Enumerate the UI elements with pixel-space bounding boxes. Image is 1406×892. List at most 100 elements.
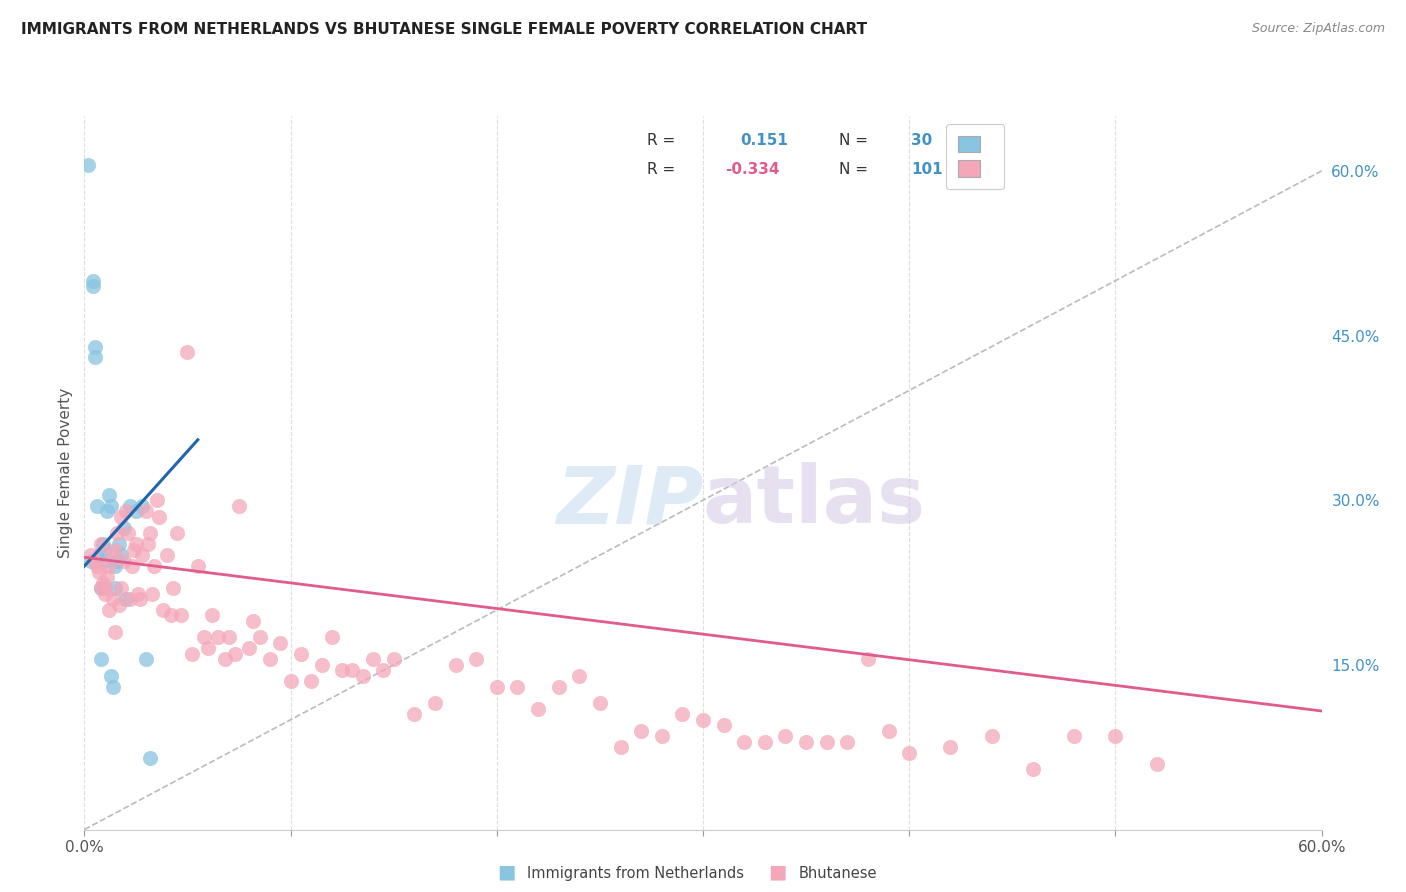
Point [90, 537, 112, 551]
Point [79, 553, 101, 567]
Point [671, 707, 693, 722]
Point [404, 707, 426, 722]
Point [143, 559, 166, 574]
Point [207, 631, 229, 645]
Point [939, 740, 962, 755]
Point [105, 553, 128, 567]
Point [82, 279, 104, 293]
Point [1022, 762, 1045, 776]
Point [117, 526, 139, 541]
Point [754, 735, 776, 749]
Point [122, 542, 145, 557]
Point [856, 652, 879, 666]
Text: R =: R = [647, 134, 675, 148]
Point [136, 537, 159, 551]
Point [110, 581, 132, 595]
Point [152, 603, 174, 617]
Point [1063, 729, 1085, 743]
Point [162, 581, 184, 595]
Point [94, 581, 117, 595]
Point [506, 680, 529, 694]
Point [112, 521, 135, 535]
Point [98, 488, 121, 502]
Point [249, 631, 271, 645]
Point [837, 735, 859, 749]
Point [201, 608, 224, 623]
Point [94, 586, 117, 600]
Point [121, 559, 143, 574]
Point [91, 537, 114, 551]
Point [651, 729, 673, 743]
Point [114, 592, 136, 607]
Point [228, 499, 250, 513]
Point [100, 669, 122, 683]
Point [311, 657, 333, 672]
Point [361, 652, 384, 666]
Point [218, 631, 240, 645]
Point [83, 339, 105, 353]
Point [156, 548, 179, 562]
Point [90, 652, 112, 666]
Point [382, 652, 405, 666]
Text: ■: ■ [496, 862, 516, 881]
Point [166, 526, 188, 541]
Point [131, 499, 153, 513]
Point [139, 751, 162, 765]
Point [125, 504, 148, 518]
Point [280, 674, 302, 689]
Point [269, 636, 291, 650]
Point [444, 657, 467, 672]
Point [77, 158, 100, 172]
Point [733, 735, 755, 749]
Point [104, 559, 127, 574]
Point [692, 713, 714, 727]
Point [330, 664, 353, 678]
Point [465, 652, 488, 666]
Point [96, 570, 118, 584]
Text: IMMIGRANTS FROM NETHERLANDS VS BHUTANESE SINGLE FEMALE POVERTY CORRELATION CHART: IMMIGRANTS FROM NETHERLANDS VS BHUTANESE… [21, 22, 868, 37]
Point [90, 581, 112, 595]
Text: Bhutanese: Bhutanese [799, 866, 877, 880]
Point [373, 664, 395, 678]
Point [129, 592, 152, 607]
Point [170, 608, 193, 623]
Point [86, 499, 108, 513]
Text: Immigrants from Netherlands: Immigrants from Netherlands [527, 866, 744, 880]
Text: ■: ■ [768, 862, 787, 881]
Point [1146, 756, 1168, 771]
Point [794, 735, 817, 749]
Point [83, 553, 105, 567]
Point [94, 553, 117, 567]
Point [224, 647, 246, 661]
Point [775, 729, 797, 743]
Point [100, 548, 122, 562]
Point [321, 631, 343, 645]
Legend: , : , [946, 124, 1004, 189]
Point [527, 702, 550, 716]
Point [103, 592, 125, 607]
Text: ZIP: ZIP [555, 462, 703, 541]
Point [100, 499, 122, 513]
Point [139, 526, 162, 541]
Point [104, 624, 127, 639]
Point [259, 652, 281, 666]
Point [176, 345, 198, 359]
Text: N =: N = [839, 162, 868, 177]
Point [86, 559, 108, 574]
Point [299, 674, 322, 689]
Text: R =: R = [647, 162, 675, 177]
Point [98, 559, 121, 574]
Text: atlas: atlas [703, 462, 927, 541]
Point [135, 504, 157, 518]
Point [118, 499, 141, 513]
Point [589, 696, 612, 710]
Point [104, 581, 127, 595]
Point [713, 718, 735, 732]
Point [79, 548, 101, 562]
Point [197, 641, 219, 656]
Point [214, 652, 236, 666]
Text: N =: N = [839, 134, 868, 148]
Point [485, 680, 508, 694]
Point [104, 542, 127, 557]
Point [141, 586, 163, 600]
